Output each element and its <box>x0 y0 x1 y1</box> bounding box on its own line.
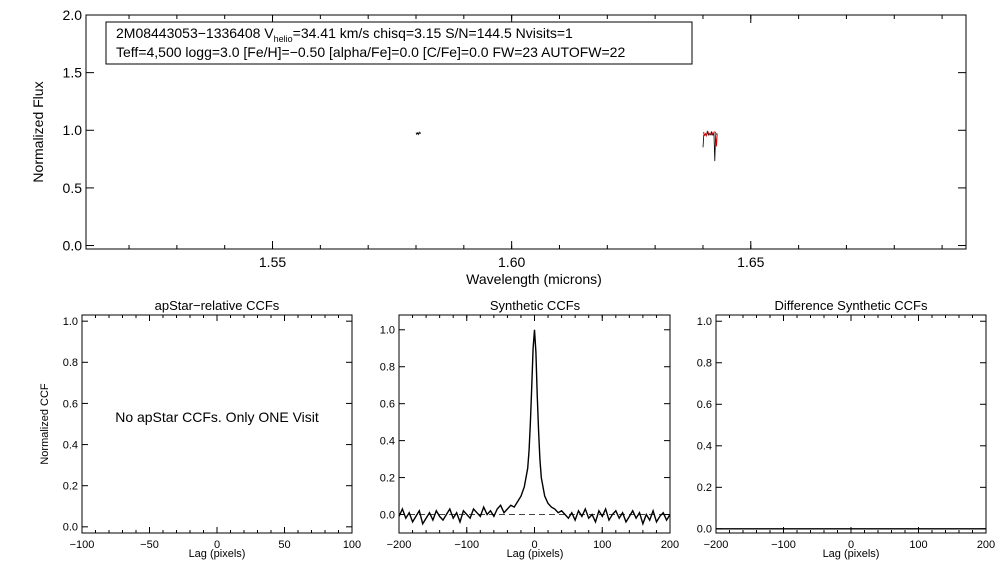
spectrum-ticks: 1.55 1.60 1.65 0.0 0.5 1.0 1.5 2.0 <box>63 7 966 270</box>
difference-ccf-ticks: −200 −100 0 100 200 0.0 0.2 0.4 0.6 0.8 1.0 <box>697 315 995 551</box>
x-tick-label: −100 <box>771 539 796 551</box>
difference-ccf-frame <box>715 314 987 534</box>
y-tick-label: 0.6 <box>697 399 712 411</box>
spectrum-y-axis-label: Normalized Flux <box>30 81 46 182</box>
spectrum-x-axis-label: Wavelength (microns) <box>466 271 602 287</box>
synthetic-ccf-panel: Synthetic CCFs −200 −100 0 100 200 0.0 0.2 0.4 0… <box>380 298 679 560</box>
x-tick-label: 0 <box>214 539 220 551</box>
difference-ccf-x-axis-label: Lag (pixels) <box>823 548 880 560</box>
y-tick-label: 1.0 <box>63 316 78 328</box>
x-tick-label: −100 <box>454 539 479 551</box>
apstar-ccf-y-axis-label: Normalized CCF <box>39 383 51 465</box>
y-tick-label: 0.5 <box>63 180 83 196</box>
apstar-ccf-title: apStar−relative CCFs <box>155 298 280 313</box>
x-tick-label: 100 <box>343 539 361 551</box>
y-tick-label: 1.0 <box>380 325 395 337</box>
spectrum-panel: 1.55 1.60 1.65 0.0 0.5 1.0 1.5 2.0 2M08443053−1… <box>30 7 967 287</box>
synthetic-ccf-title: Synthetic CCFs <box>490 298 581 313</box>
y-tick-label: 1.0 <box>697 316 712 328</box>
y-tick-label: 0.6 <box>63 398 78 410</box>
y-tick-label: 0.4 <box>697 441 712 453</box>
x-tick-label: −200 <box>387 539 412 551</box>
y-tick-label: 0.6 <box>380 399 395 411</box>
spectrum-info-box: 2M08443053−1336408 Vhelio=34.41 km/s chi… <box>105 21 693 65</box>
x-tick-label: −100 <box>70 539 95 551</box>
y-tick-label: 0.8 <box>380 362 395 374</box>
difference-ccf-panel: Difference Synthetic CCFs −200 −100 0 100 20… <box>697 298 995 560</box>
x-tick-label: 1.60 <box>498 254 525 270</box>
x-tick-label: 100 <box>909 539 927 551</box>
x-tick-label: −50 <box>140 539 159 551</box>
y-tick-label: 1.5 <box>63 65 83 81</box>
synthetic-ccf-x-axis-label: Lag (pixels) <box>507 548 564 560</box>
spectrum-series <box>415 130 718 162</box>
apstar-ccf-message: No apStar CCFs. Only ONE Visit <box>115 409 319 425</box>
y-tick-label: 0.8 <box>697 358 712 370</box>
apstar-ccf-panel: apStar−relative CCFs −100 −50 0 50 100 0.0 0.2… <box>39 298 361 560</box>
observed-spectrum-line <box>702 130 718 162</box>
y-tick-label: 2.0 <box>63 7 83 23</box>
y-tick-label: 1.0 <box>63 122 83 138</box>
info-line-1: 2M08443053−1336408 Vhelio=34.41 km/s chi… <box>116 25 573 44</box>
synthetic-ccf-series <box>398 329 671 526</box>
info-line-2: Teff=4,500 logg=3.0 [Fe/H]=−0.50 [alpha/… <box>116 44 625 60</box>
synthetic-ccf-ticks: −200 −100 0 100 200 0.0 0.2 0.4 0.6 0.8 1.0 <box>380 315 679 551</box>
y-tick-label: 0.4 <box>380 435 395 447</box>
observed-spectrum-line <box>415 131 422 136</box>
y-tick-label: 0.2 <box>380 472 395 484</box>
x-tick-label: 50 <box>278 539 290 551</box>
y-tick-label: 0.2 <box>697 482 712 494</box>
y-tick-label: 0.8 <box>63 357 78 369</box>
x-tick-label: 0 <box>848 539 854 551</box>
x-tick-label: 0 <box>531 539 537 551</box>
difference-ccf-title: Difference Synthetic CCFs <box>775 298 928 313</box>
synthetic-ccf-frame <box>398 314 671 534</box>
spectrum-plot-frame <box>85 14 967 250</box>
apstar-ccf-x-axis-label: Lag (pixels) <box>189 548 246 560</box>
y-tick-label: 0.0 <box>63 522 78 534</box>
y-tick-label: 0.4 <box>63 439 78 451</box>
y-tick-label: 0.0 <box>697 524 712 536</box>
x-tick-label: 1.55 <box>259 254 286 270</box>
y-tick-label: 0.0 <box>380 509 395 521</box>
ccf-line <box>398 329 671 526</box>
model-spectrum-line <box>702 130 718 147</box>
apstar-ccf-ticks: −100 −50 0 50 100 0.0 0.2 0.4 0.6 0.8 1.0 <box>63 315 361 551</box>
y-tick-label: 0.2 <box>63 481 78 493</box>
x-tick-label: 200 <box>661 539 679 551</box>
x-tick-label: 200 <box>977 539 995 551</box>
x-tick-label: 1.65 <box>737 254 764 270</box>
x-tick-label: 100 <box>593 539 611 551</box>
x-tick-label: −200 <box>704 539 729 551</box>
y-tick-label: 0.0 <box>63 237 83 253</box>
